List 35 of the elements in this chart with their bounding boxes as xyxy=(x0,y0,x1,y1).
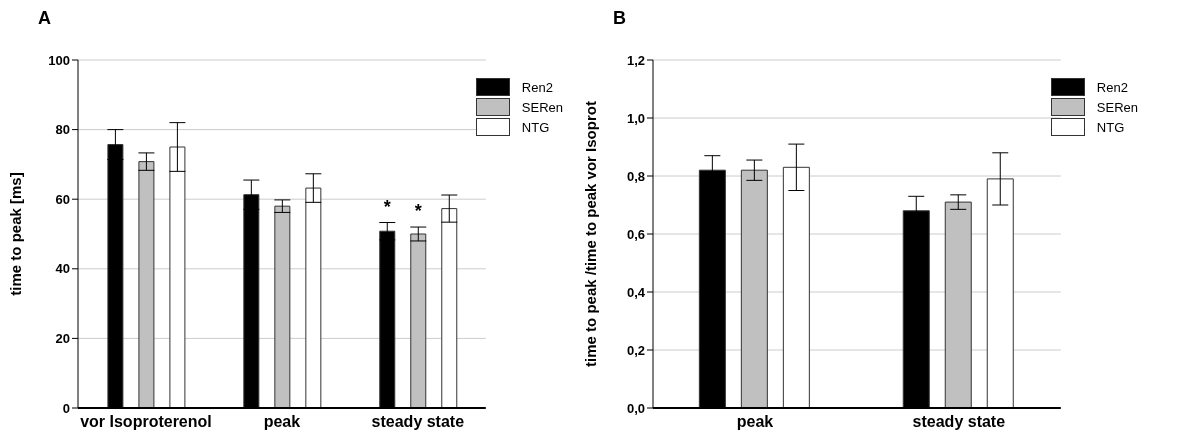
y-tick-label: 100 xyxy=(48,52,70,68)
legend-label: SERen xyxy=(521,99,563,115)
y-tick-label: 0,6 xyxy=(626,226,645,242)
legend-label: Ren2 xyxy=(521,79,553,95)
x-tick-label: peak xyxy=(263,413,301,431)
y-tick-label: 0,0 xyxy=(626,400,645,416)
y-tick-label: 1,2 xyxy=(626,52,645,68)
bar xyxy=(169,146,186,408)
bar xyxy=(782,166,810,408)
y-tick-label: 0,2 xyxy=(626,342,645,358)
y-tick-label: 60 xyxy=(55,191,70,207)
y-tick-label: 0,4 xyxy=(626,284,646,300)
legend-label: SERen xyxy=(1096,99,1138,115)
data-label: * xyxy=(414,201,422,222)
y-tick-label: 20 xyxy=(55,331,70,347)
x-tick-label: steady state xyxy=(912,413,1006,431)
y-tick-label: 1,0 xyxy=(626,110,645,126)
x-tick-label: vor Isoproterenol xyxy=(80,413,212,431)
chart-title: B xyxy=(613,8,626,29)
x-tick-label: peak xyxy=(736,413,774,431)
y-axis-title: time to peak /time to peak vor Isoprot xyxy=(582,101,600,367)
legend-label: NTG xyxy=(521,119,550,135)
bar xyxy=(305,187,322,408)
bar xyxy=(441,208,458,408)
legend-label: NTG xyxy=(1096,119,1125,135)
y-tick-label: 80 xyxy=(55,122,70,138)
legend-label: Ren2 xyxy=(1096,79,1128,95)
y-axis-title: time to peak [ms] xyxy=(7,172,25,296)
x-tick-label: steady state xyxy=(371,413,465,431)
bar xyxy=(986,178,1014,408)
y-tick-label: 0,8 xyxy=(626,168,645,184)
y-tick-label: 0 xyxy=(62,400,70,416)
data-label: * xyxy=(383,196,391,217)
chart-title: A xyxy=(38,8,51,29)
y-tick-label: 40 xyxy=(55,261,70,277)
